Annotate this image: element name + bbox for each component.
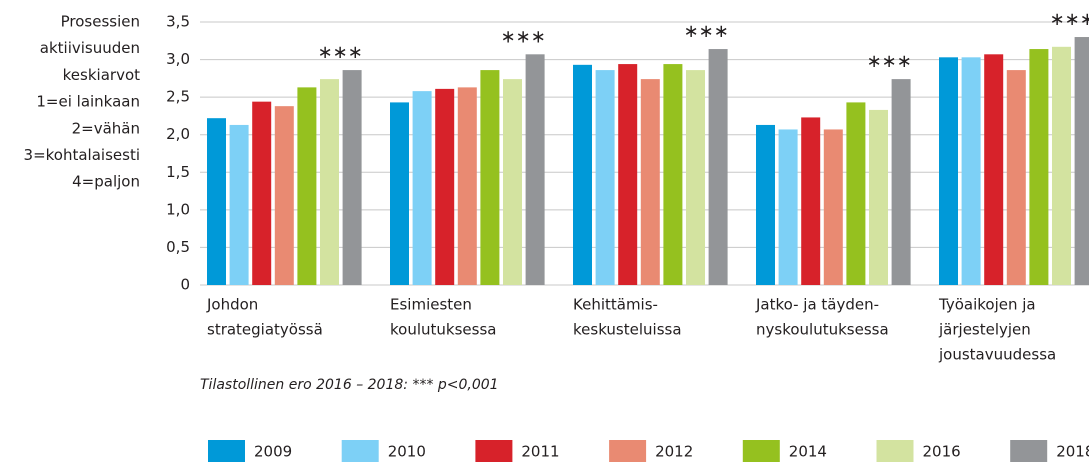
bar: [503, 79, 522, 285]
bar: [480, 70, 500, 285]
y-tick-label: 2,0: [166, 125, 190, 143]
bar: [297, 87, 317, 285]
legend-label: 2016: [923, 443, 961, 461]
bar: [778, 129, 798, 285]
significance-label: ∗∗∗: [500, 26, 545, 47]
bar: [939, 57, 958, 286]
significance-label: ∗∗∗: [866, 51, 911, 72]
legend-label: 2010: [388, 443, 426, 461]
y-axis-label: aktiivisuuden: [40, 39, 140, 57]
bar: [618, 64, 638, 285]
x-tick-label: Työaikojen ja: [938, 296, 1036, 314]
y-axis-label: 4=paljon: [72, 173, 140, 191]
bar: [252, 101, 272, 285]
y-tick-label: 3,0: [166, 50, 190, 68]
bar: [1029, 49, 1049, 286]
legend-swatch: [742, 440, 780, 462]
legend-swatch: [1010, 440, 1048, 462]
bar: [663, 64, 683, 285]
y-axis-label: 1=ei lainkaan: [36, 93, 140, 111]
x-tick-label: Jatko- ja täyden-: [755, 296, 879, 314]
bar: [229, 124, 249, 286]
bar: [525, 54, 545, 285]
legend-swatch: [609, 440, 647, 462]
bar: [801, 117, 821, 285]
significance-label: ∗∗∗: [317, 42, 362, 63]
y-axis-label: keskiarvot: [63, 66, 140, 84]
y-tick-label: 0,5: [166, 238, 190, 256]
bar: [984, 54, 1004, 285]
legend-swatch: [876, 440, 914, 462]
x-tick-label: järjestelyjen: [938, 321, 1031, 339]
bar: [1006, 70, 1026, 285]
y-tick-label: 1,5: [166, 163, 190, 181]
bar: [708, 49, 728, 286]
significance-label: ∗∗∗: [683, 21, 728, 42]
bar: [869, 109, 888, 285]
legend-label: 2018: [1056, 443, 1089, 461]
bar: [412, 91, 432, 285]
x-tick-label: Kehittämis-: [573, 296, 658, 314]
y-axis-label: Prosessien: [61, 13, 140, 31]
bar: [342, 70, 362, 285]
legend-swatch: [341, 440, 379, 462]
y-tick-label: 2,5: [166, 88, 190, 106]
bar: [274, 106, 294, 285]
bar: [640, 79, 660, 285]
y-tick-label: 0: [180, 276, 190, 294]
x-tick-label: Esimiesten: [390, 296, 472, 314]
legend-label: 2011: [521, 443, 559, 461]
y-axis-label: 2=vähän: [72, 119, 140, 137]
bar: [686, 70, 705, 285]
legend-label: 2009: [254, 443, 292, 461]
significance-label: ∗∗∗: [1049, 9, 1089, 30]
bar: [823, 129, 843, 285]
legend-swatch: [208, 440, 245, 462]
bar: [891, 79, 911, 285]
x-tick-label: keskusteluissa: [573, 321, 682, 339]
x-tick-label: joustavuudessa: [938, 346, 1056, 364]
x-tick-label: strategiatyössä: [207, 321, 323, 339]
bar: [207, 118, 226, 285]
bar: [573, 64, 592, 286]
bar: [435, 88, 455, 286]
y-tick-label: 3,5: [166, 13, 190, 31]
footnote: Tilastollinen ero 2016 – 2018: *** p<0,0…: [200, 377, 499, 393]
x-tick-label: Johdon: [206, 296, 258, 314]
bar: [1052, 46, 1071, 285]
y-tick-label: 1,0: [166, 200, 190, 218]
bar: [390, 102, 409, 285]
x-tick-label: koulutuksessa: [390, 321, 496, 339]
legend-swatch: [475, 440, 513, 462]
y-axis-label: 3=kohtalaisesti: [24, 146, 140, 164]
bar: [756, 124, 775, 286]
bar: [1074, 37, 1089, 286]
bar: [457, 87, 477, 285]
bar: [595, 70, 615, 285]
legend-label: 2012: [655, 443, 693, 461]
bar: [320, 79, 339, 285]
legend-label: 2014: [789, 443, 827, 461]
x-tick-label: nyskoulutuksessa: [756, 321, 889, 339]
bar: [961, 57, 981, 286]
bar: [846, 102, 866, 285]
